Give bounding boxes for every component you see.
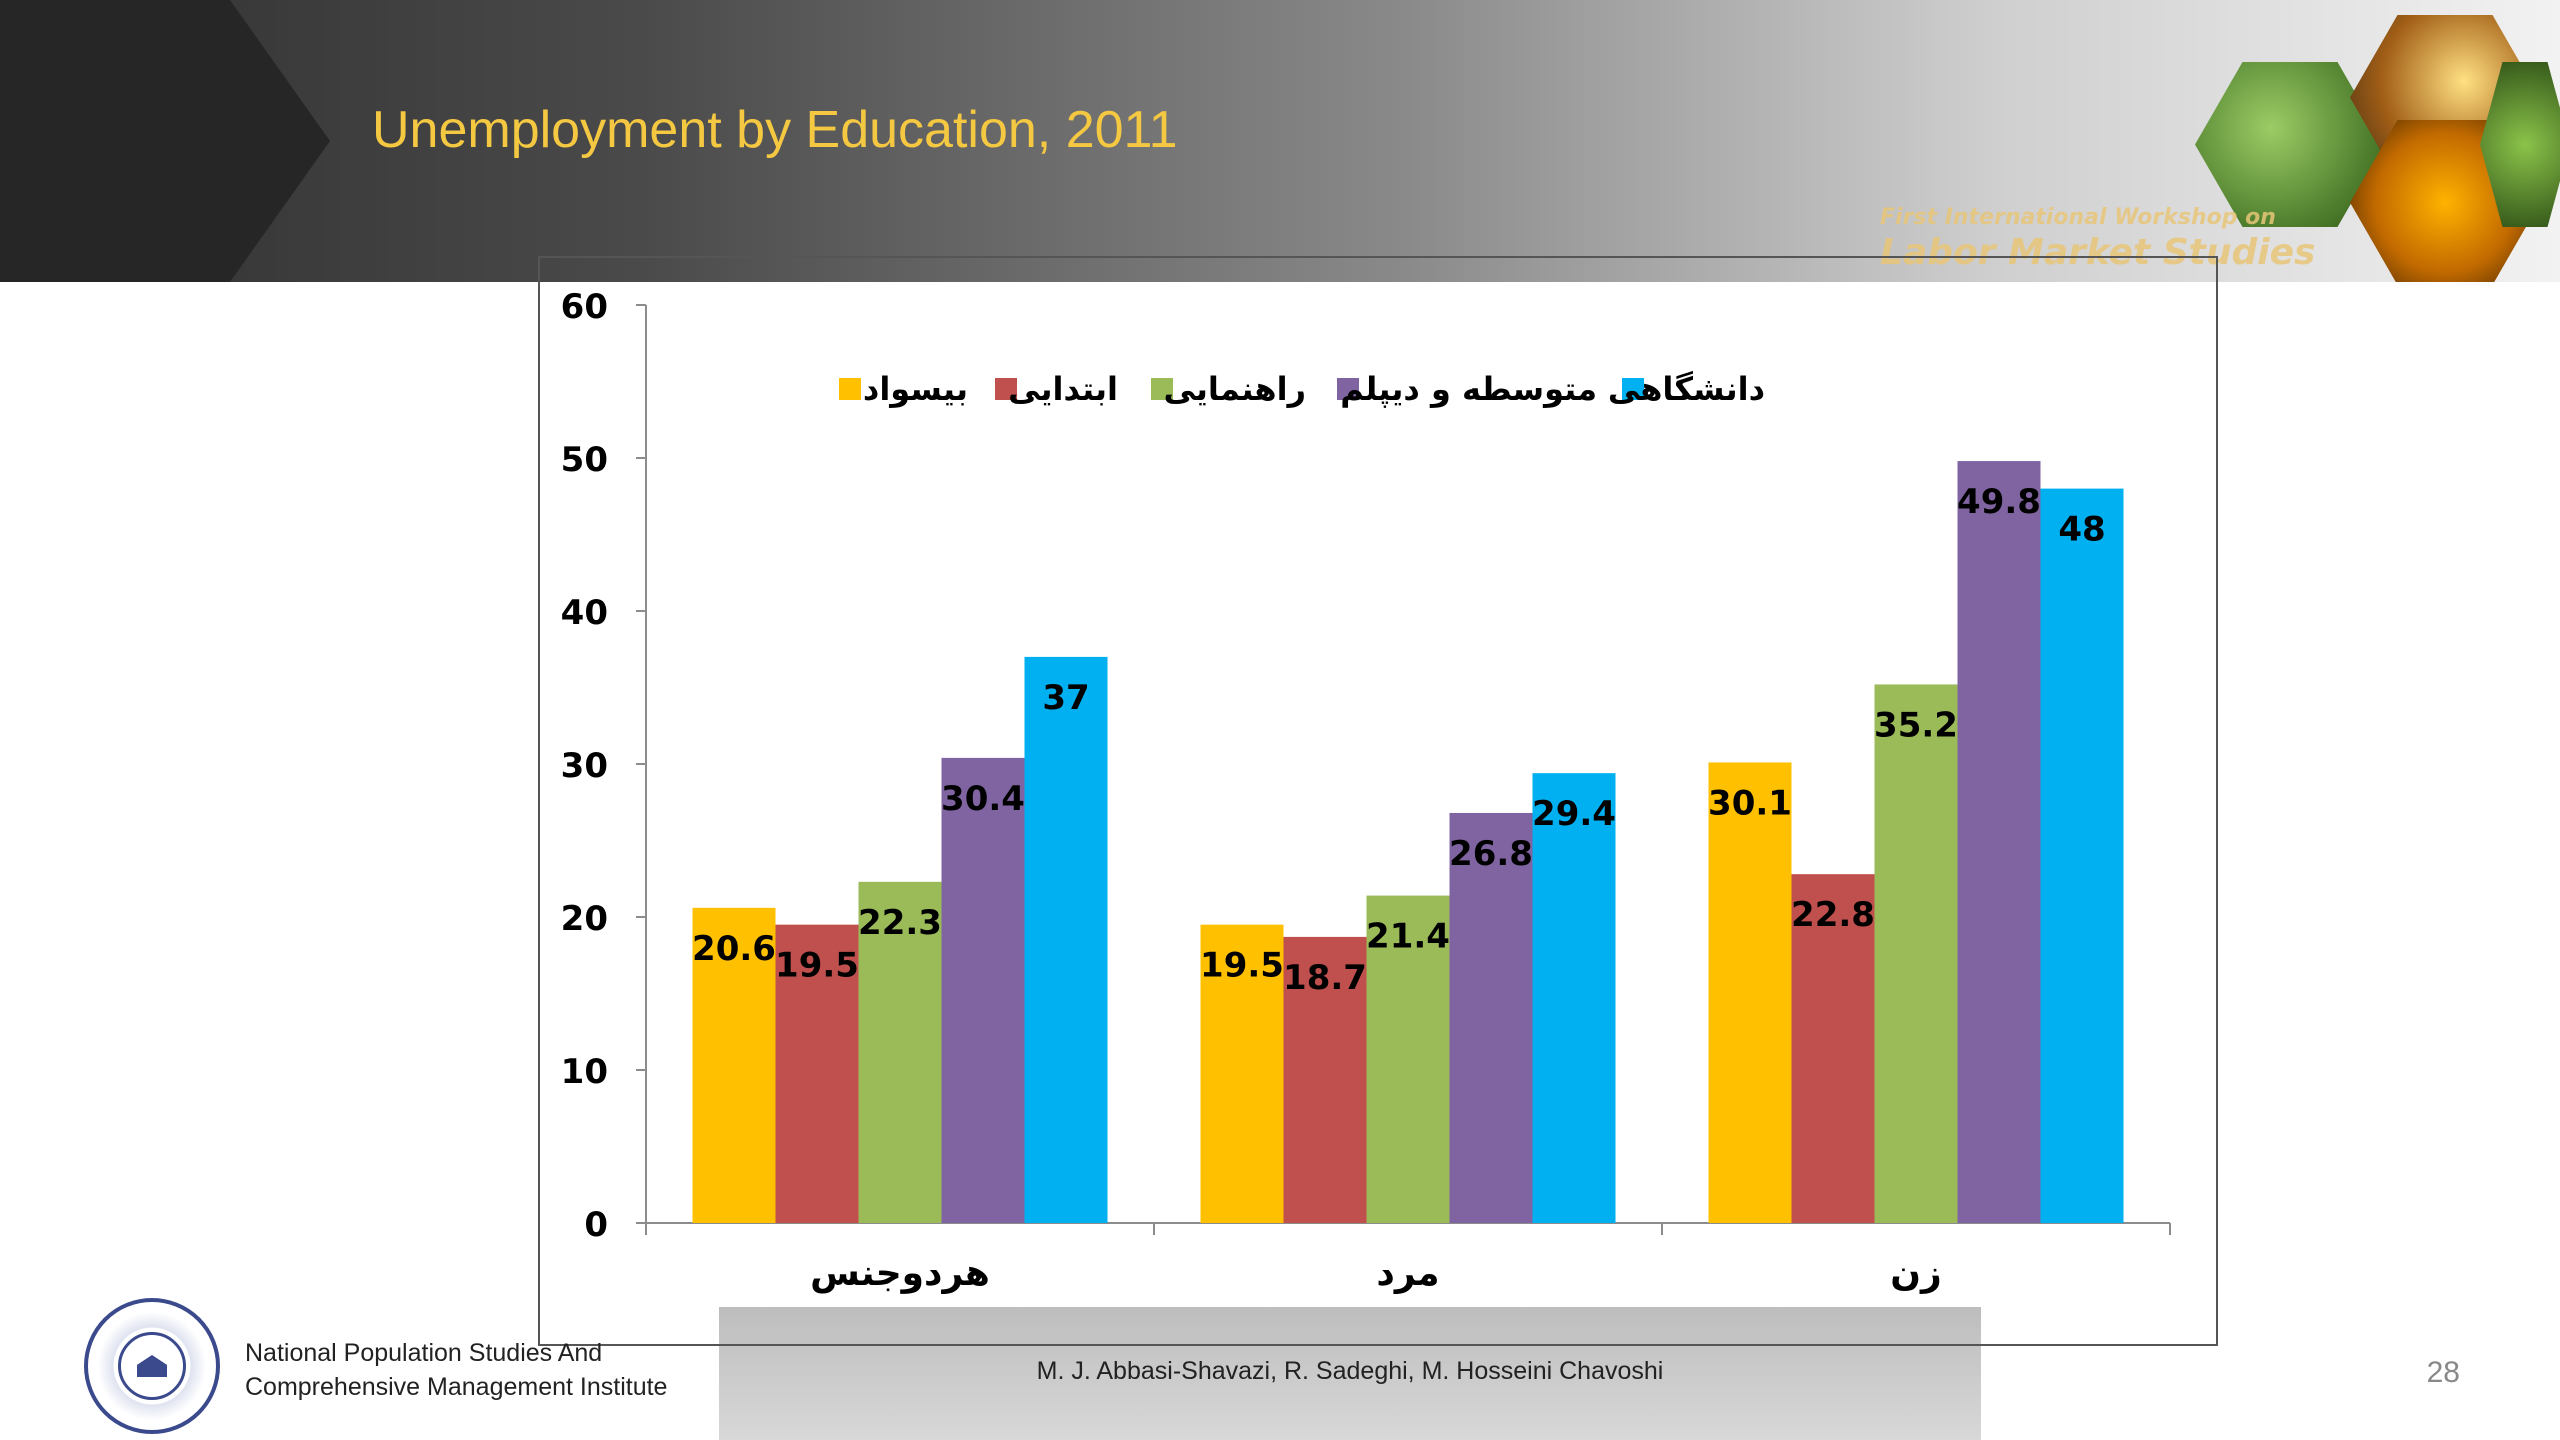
data-label: 48 — [2058, 510, 2105, 550]
header-chevron — [0, 0, 330, 282]
data-label: 35.2 — [1874, 705, 1958, 745]
legend-label: ابتدایی — [1008, 370, 1118, 408]
slide-header: Unemployment by Education, 2011 First In… — [0, 0, 2560, 282]
data-label: 19.5 — [1200, 946, 1284, 986]
data-label: 30.4 — [941, 779, 1025, 819]
slide-number: 28 — [2426, 1356, 2460, 1389]
legend-swatch — [1622, 378, 1644, 400]
data-label: 22.3 — [858, 903, 942, 943]
y-tick-label: 50 — [561, 440, 608, 480]
data-label: 49.8 — [1957, 482, 2041, 522]
bar — [1366, 895, 1450, 1223]
bar — [1283, 936, 1367, 1223]
institute-emblem-icon — [118, 1332, 186, 1400]
y-tick-label: 10 — [561, 1052, 608, 1092]
footer-band — [719, 1307, 1981, 1440]
bar — [1532, 773, 1616, 1223]
data-label: 20.6 — [692, 929, 776, 969]
chart-frame: 0 10 20 30 40 50 60 20.6 19.5 22.3 30.4 37 هردوجنس 19… — [538, 256, 2218, 1346]
bar — [1874, 684, 1958, 1223]
institute-name-line-1: National Population Studies And — [245, 1339, 603, 1367]
data-label: 29.4 — [1532, 794, 1616, 834]
data-label: 18.7 — [1283, 958, 1367, 998]
x-category-label: مرد — [1376, 1253, 1439, 1294]
legend-swatch — [1151, 378, 1173, 400]
data-label: 30.1 — [1708, 783, 1792, 823]
legend-swatch — [1337, 378, 1359, 400]
slide-title: Unemployment by Education, 2011 — [372, 101, 1178, 159]
y-tick-label: 30 — [561, 746, 608, 786]
institute-name-line-2: Comprehensive Management Institute — [245, 1373, 668, 1401]
data-label: 37 — [1042, 678, 1089, 718]
legend-swatch — [995, 378, 1017, 400]
legend-label: متوسطه و دیپلم — [1340, 370, 1597, 408]
data-label: 26.8 — [1449, 834, 1533, 874]
y-tick-label: 60 — [561, 287, 608, 327]
bar — [1024, 656, 1108, 1223]
footer-authors: M. J. Abbasi-Shavazi, R. Sadeghi, M. Hos… — [1036, 1357, 1664, 1385]
bar — [941, 757, 1025, 1223]
x-category-label: زن — [1890, 1253, 1941, 1294]
bar — [2040, 488, 2124, 1224]
bar — [858, 881, 942, 1223]
legend-swatch — [839, 378, 861, 400]
bar — [1791, 874, 1875, 1223]
bar — [1449, 812, 1533, 1223]
bar — [1200, 924, 1284, 1223]
data-label: 21.4 — [1366, 917, 1450, 957]
institute-logo — [84, 1298, 220, 1434]
x-category-label: هردوجنس — [810, 1253, 990, 1294]
bar — [1708, 762, 1792, 1223]
bar — [775, 924, 859, 1223]
legend-label: دانشگاهی — [1608, 370, 1765, 408]
workshop-line-2: Labor Market Studies — [1880, 232, 2316, 273]
bar — [692, 907, 776, 1223]
y-tick-label: 0 — [584, 1205, 608, 1245]
y-tick-label: 20 — [561, 899, 608, 939]
institute-name: National Population Studies And Comprehe… — [245, 1336, 667, 1404]
data-label: 22.8 — [1791, 895, 1875, 935]
workshop-logo-text: First International Workshop on Labor Ma… — [1880, 205, 2350, 273]
workshop-line-1: First International Workshop on — [1880, 205, 2276, 230]
legend-label: بیسواد — [863, 370, 968, 408]
y-tick-label: 40 — [561, 593, 608, 633]
legend-label: راهنمایی — [1164, 370, 1307, 408]
data-label: 19.5 — [775, 946, 859, 986]
bar — [1957, 461, 2041, 1223]
